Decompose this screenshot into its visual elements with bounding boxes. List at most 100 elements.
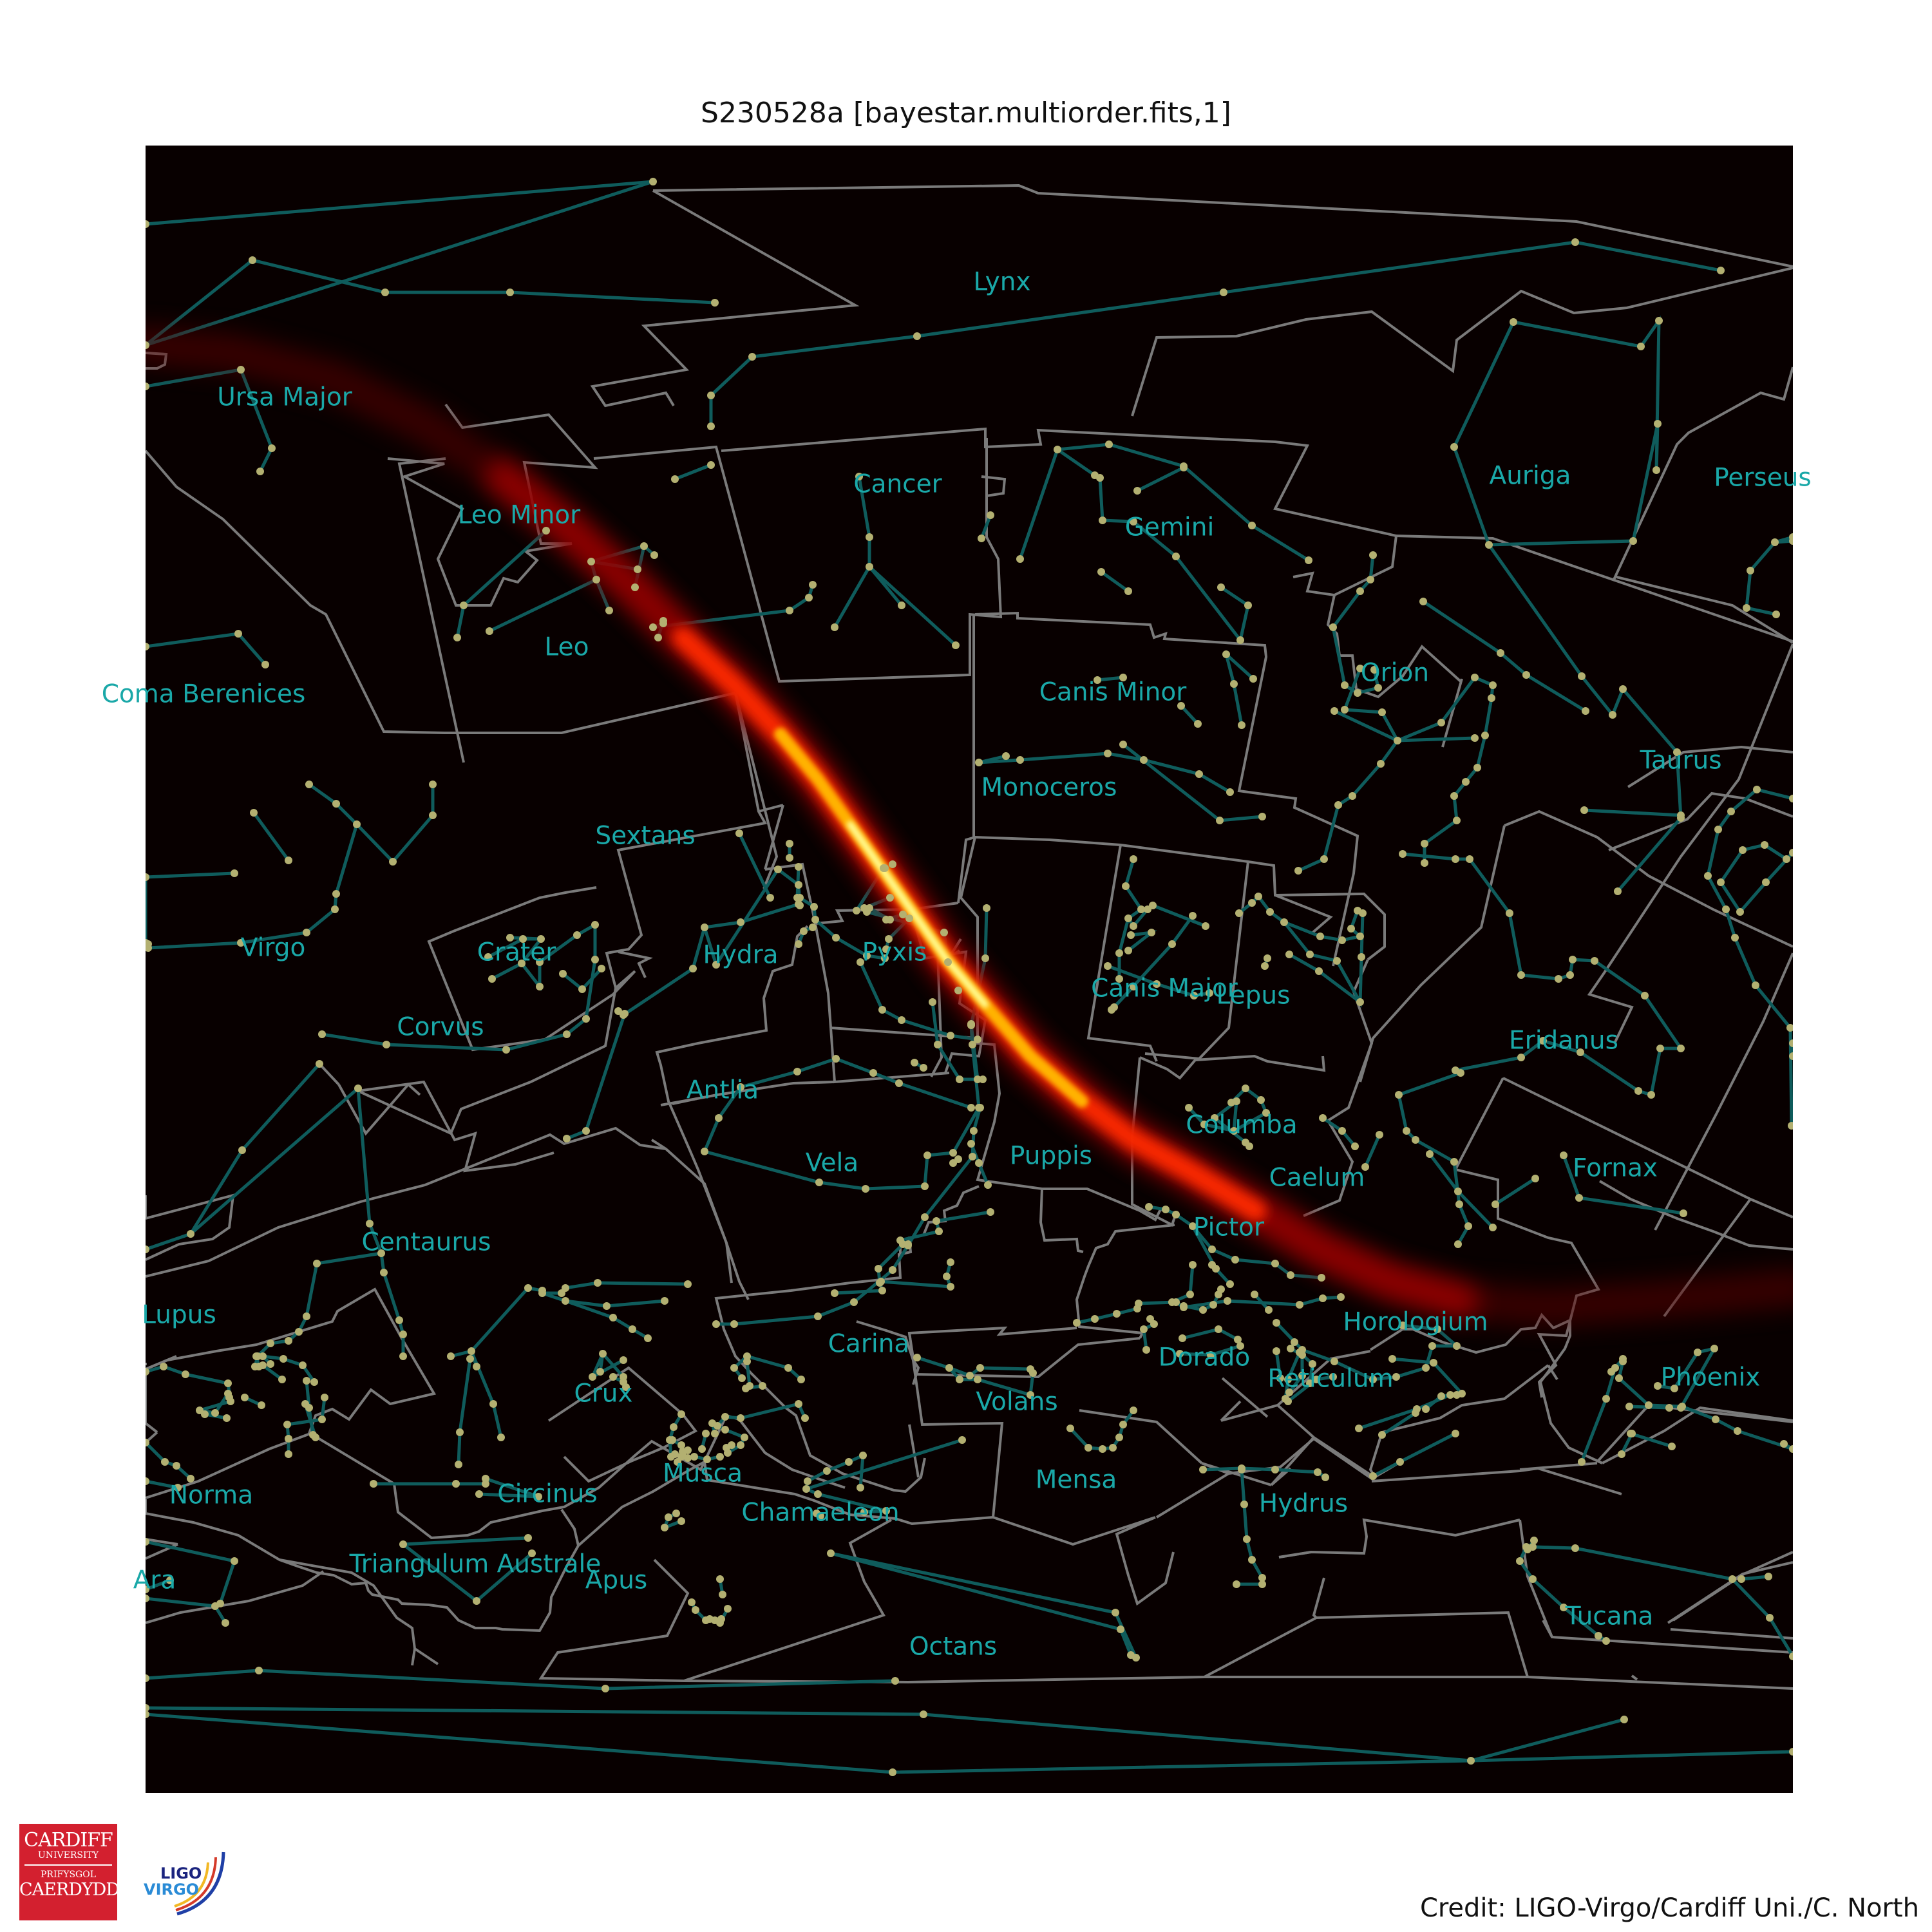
constellation-label-crater: Crater bbox=[477, 938, 556, 967]
constellation-line bbox=[1225, 653, 1255, 680]
star-dot bbox=[1517, 1054, 1525, 1061]
star-dot bbox=[1786, 1024, 1793, 1032]
star-dot bbox=[1261, 962, 1269, 970]
star-dot bbox=[952, 641, 960, 649]
star-dot bbox=[1653, 466, 1660, 474]
constellation-boundary bbox=[279, 1461, 705, 1633]
constellation-boundary bbox=[981, 475, 1007, 497]
constellation-label-vela: Vela bbox=[805, 1148, 859, 1178]
star-dot bbox=[677, 1410, 685, 1418]
constellation-line bbox=[488, 578, 598, 633]
star-dot bbox=[716, 1575, 724, 1583]
star-dot bbox=[661, 1524, 668, 1531]
star-dot bbox=[1331, 1358, 1338, 1365]
star-dot bbox=[399, 1540, 407, 1548]
star-dot bbox=[1271, 1466, 1279, 1473]
star-dot bbox=[1378, 1431, 1386, 1439]
star-dot bbox=[975, 759, 983, 766]
constellation-line bbox=[1056, 448, 1096, 477]
star-dot bbox=[1457, 1069, 1464, 1077]
constellation-label-canis-major: Canis Major bbox=[1091, 974, 1238, 1003]
star-dot bbox=[283, 1421, 291, 1428]
star-dot bbox=[913, 1354, 921, 1361]
constellation-boundary bbox=[337, 1083, 421, 1136]
constellation-boundary bbox=[974, 611, 1359, 967]
star-dot bbox=[875, 1265, 882, 1273]
star-dot bbox=[1453, 817, 1461, 824]
star-dot bbox=[1306, 1379, 1314, 1387]
star-dot bbox=[1516, 1557, 1524, 1565]
star-dot bbox=[146, 1595, 149, 1602]
star-dot bbox=[460, 601, 468, 609]
star-dot bbox=[1399, 1321, 1406, 1329]
star-dot bbox=[1189, 1222, 1197, 1230]
star-dot bbox=[318, 1416, 326, 1423]
star-dot bbox=[1446, 1391, 1454, 1399]
constellation-line bbox=[146, 1706, 1625, 1763]
star-dot bbox=[1258, 1580, 1266, 1588]
constellation-label-virgo: Virgo bbox=[240, 933, 306, 963]
star-dot bbox=[1376, 1131, 1383, 1139]
star-dot bbox=[811, 916, 819, 923]
star-dot bbox=[797, 1376, 805, 1383]
constellation-boundary bbox=[1201, 1462, 1272, 1486]
star-dot bbox=[1276, 1374, 1284, 1382]
constellation-label-lepus: Lepus bbox=[1216, 981, 1291, 1010]
constellation-boundary bbox=[1039, 1188, 1084, 1253]
star-dot bbox=[285, 1337, 292, 1345]
star-dot bbox=[1378, 708, 1386, 716]
star-dot bbox=[241, 1394, 249, 1401]
star-dot bbox=[1142, 1346, 1150, 1354]
star-dot bbox=[1450, 1158, 1458, 1166]
star-dot bbox=[661, 1297, 668, 1305]
star-dot bbox=[1240, 1501, 1248, 1508]
sky-map[interactable]: Lynx Ursa Major Perseus Auriga Cancer Leo Min… bbox=[102, 146, 1812, 1793]
star-dot bbox=[978, 535, 985, 542]
star-dot bbox=[1710, 1345, 1718, 1352]
constellation-label-horologium: Horologium bbox=[1343, 1307, 1488, 1337]
star-dot bbox=[259, 1361, 267, 1369]
star-dot bbox=[801, 1414, 809, 1422]
constellation-label-leo: Leo bbox=[544, 632, 589, 662]
star-dot bbox=[1251, 1291, 1258, 1298]
star-dot bbox=[1450, 792, 1458, 800]
constellation-boundary bbox=[1631, 1674, 1638, 1681]
star-dot bbox=[967, 1104, 975, 1112]
star-dot bbox=[1298, 1372, 1306, 1379]
star-dot bbox=[1524, 1546, 1531, 1553]
constellation-label-chamaeleon: Chamaeleon bbox=[741, 1498, 900, 1528]
star-dot bbox=[1510, 318, 1517, 326]
star-dot bbox=[899, 1240, 907, 1248]
star-dot bbox=[1464, 1222, 1472, 1230]
constellation-boundary bbox=[957, 835, 1386, 961]
star-dot bbox=[1097, 568, 1105, 576]
star-dot bbox=[146, 1245, 149, 1253]
star-dot bbox=[860, 1508, 868, 1516]
cardiff-university-logo: CARDIFF UNIVERSITY PRIFYSGOL CAERDYDD bbox=[19, 1824, 120, 1920]
star-dot bbox=[1266, 908, 1274, 916]
constellation-line bbox=[146, 180, 654, 226]
constellation-boundary bbox=[146, 450, 736, 734]
star-dot bbox=[966, 1372, 974, 1379]
star-dot bbox=[983, 904, 990, 912]
constellation-label-gemini: Gemini bbox=[1124, 513, 1215, 542]
constellation-boundary bbox=[895, 1516, 994, 1526]
star-dot bbox=[261, 661, 269, 668]
star-dot bbox=[1312, 1376, 1320, 1383]
star-dot bbox=[1195, 770, 1203, 778]
star-dot bbox=[1002, 752, 1010, 760]
star-dot bbox=[146, 1674, 149, 1682]
star-dot bbox=[1153, 980, 1160, 988]
star-dot bbox=[802, 1485, 810, 1493]
star-dot bbox=[497, 1434, 505, 1441]
constellation-line bbox=[1274, 1350, 1282, 1379]
star-dot bbox=[312, 1434, 319, 1441]
star-dot bbox=[832, 934, 840, 942]
star-dot bbox=[698, 1445, 706, 1453]
star-dot bbox=[1789, 1039, 1793, 1047]
star-dot bbox=[1117, 1625, 1124, 1633]
star-dot bbox=[429, 781, 437, 788]
constellation-line bbox=[147, 824, 359, 950]
star-dot bbox=[1231, 1256, 1239, 1264]
ligo-text: LIGO bbox=[160, 1864, 202, 1882]
